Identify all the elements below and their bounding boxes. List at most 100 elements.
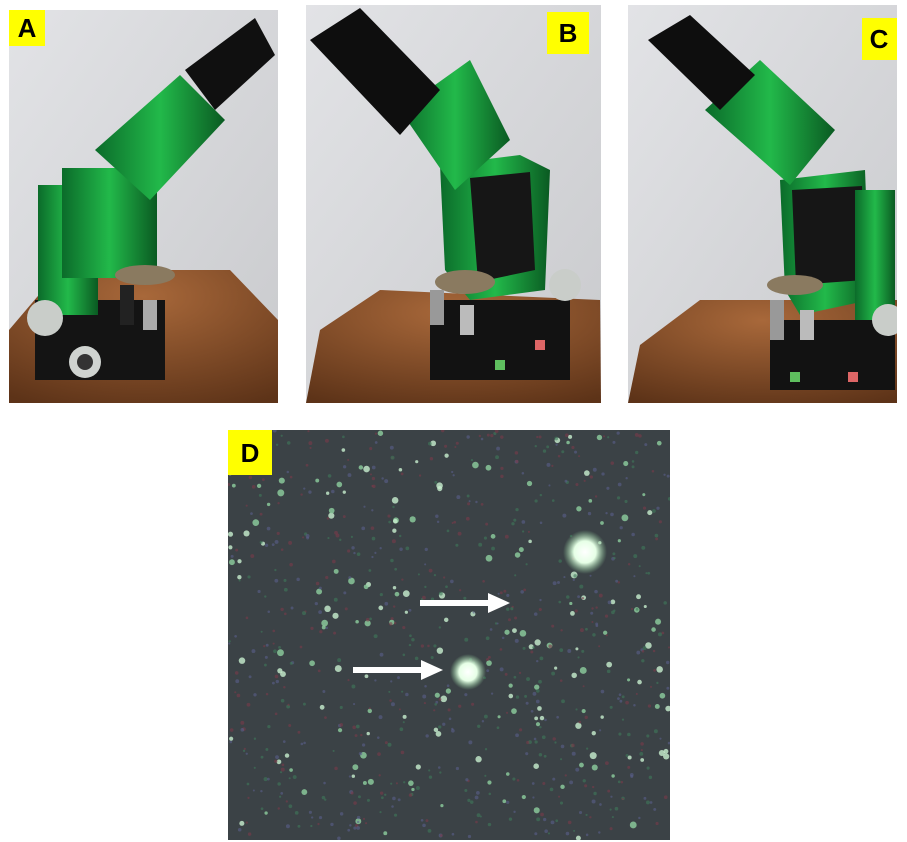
noise-dot (371, 555, 374, 559)
noise-dot (595, 624, 599, 628)
noise-dot (422, 595, 426, 600)
noise-dot (308, 810, 312, 814)
noise-dot (539, 493, 543, 497)
noise-dot (408, 793, 413, 797)
noise-dot (272, 430, 277, 433)
noise-dot (530, 709, 534, 713)
noise-dot (377, 752, 381, 756)
noise-dot (575, 835, 581, 840)
noise-dot (321, 625, 326, 630)
noise-dot (300, 742, 304, 746)
noise-dot (617, 697, 620, 700)
noise-dot (392, 796, 396, 801)
noise-dot (511, 522, 515, 526)
noise-dot (634, 432, 639, 437)
noise-dot (585, 627, 588, 631)
noise-dot (495, 455, 499, 460)
noise-dot (228, 642, 231, 645)
noise-dot (315, 581, 320, 586)
noise-dot (439, 834, 443, 837)
noise-dot (443, 617, 449, 623)
noise-dot (515, 507, 519, 512)
noise-dot (378, 774, 381, 777)
noise-dot (464, 637, 469, 642)
noise-dot (643, 604, 647, 609)
noise-dot (401, 690, 404, 693)
noise-dot (663, 795, 668, 800)
noise-dot (247, 832, 252, 836)
noise-dot (485, 464, 492, 471)
noise-dot (337, 658, 342, 663)
noise-dot (283, 587, 288, 592)
noise-dot (427, 441, 432, 446)
noise-dot (533, 737, 537, 741)
noise-dot (424, 684, 427, 688)
noise-dot (389, 622, 393, 626)
noise-dot (247, 575, 251, 579)
noise-dot (516, 778, 520, 782)
noise-dot (309, 446, 312, 450)
noise-dot (571, 672, 577, 679)
noise-dot (515, 733, 519, 738)
noise-dot (476, 790, 480, 795)
noise-dot (645, 572, 648, 575)
noise-dot (294, 810, 299, 815)
noise-dot (350, 791, 354, 795)
noise-dot (654, 533, 659, 538)
noise-dot (352, 725, 357, 730)
noise-dot (307, 430, 310, 433)
noise-dot (578, 720, 582, 724)
noise-dot (486, 669, 490, 673)
noise-dot (638, 565, 641, 568)
noise-dot (496, 622, 499, 625)
noise-dot (640, 749, 643, 752)
noise-dot (465, 516, 470, 521)
noise-dot (323, 781, 326, 785)
noise-dot (551, 499, 555, 502)
noise-dot (237, 575, 242, 580)
noise-dot (512, 628, 517, 633)
noise-dot (589, 816, 592, 819)
noise-dot (485, 522, 489, 526)
noise-dot (411, 638, 415, 642)
noise-dot (616, 496, 621, 500)
noise-dot (611, 610, 615, 615)
noise-dot (328, 512, 335, 519)
noise-dot (365, 617, 370, 622)
noise-dot (558, 600, 562, 604)
noise-dot (445, 585, 448, 589)
noise-dot (305, 463, 309, 467)
noise-dot (582, 685, 585, 688)
noise-dot (514, 616, 518, 620)
noise-dot (640, 742, 644, 746)
noise-dot (595, 606, 598, 609)
noise-dot (543, 754, 547, 758)
noise-dot (536, 817, 541, 822)
noise-dot (607, 789, 611, 793)
noise-dot (600, 689, 605, 694)
noise-dot (390, 558, 394, 563)
noise-dot (403, 781, 406, 784)
noise-dot (506, 593, 510, 598)
noise-dot (477, 724, 481, 728)
noise-dot (314, 601, 318, 606)
noise-dot (653, 668, 656, 672)
noise-dot (552, 737, 556, 741)
noise-dot (526, 677, 530, 681)
noise-dot (605, 511, 608, 515)
noise-dot (652, 509, 656, 513)
noise-dot (468, 740, 473, 745)
noise-dot (427, 828, 432, 833)
noise-dot (500, 474, 504, 479)
noise-dot (575, 482, 579, 487)
noise-dot (423, 701, 426, 705)
noise-dot (353, 801, 357, 805)
noise-dot (409, 634, 412, 638)
noise-dot (328, 507, 335, 514)
noise-dot (585, 833, 589, 837)
noise-dot (661, 631, 665, 635)
noise-dot (415, 764, 421, 770)
noise-dot (619, 526, 623, 530)
noise-dot (352, 702, 356, 706)
noise-dot (480, 503, 484, 506)
